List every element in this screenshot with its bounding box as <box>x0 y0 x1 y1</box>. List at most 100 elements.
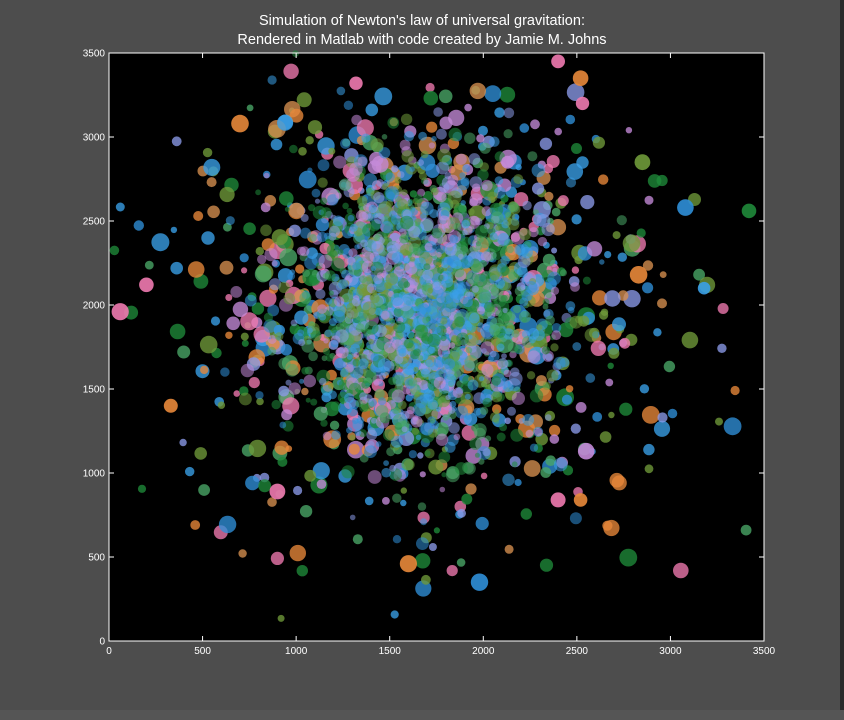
data-point <box>144 260 154 270</box>
data-point <box>328 318 337 327</box>
data-point <box>274 440 289 455</box>
data-point <box>322 431 332 441</box>
data-point <box>199 335 218 354</box>
data-point <box>400 113 413 126</box>
data-point <box>415 396 428 409</box>
data-point <box>536 324 543 331</box>
data-point <box>401 426 408 433</box>
data-point <box>582 276 591 285</box>
data-point <box>523 460 541 477</box>
data-point <box>171 136 182 147</box>
data-point <box>225 294 233 301</box>
data-point <box>448 109 465 126</box>
data-point <box>239 392 252 406</box>
data-point <box>336 86 346 96</box>
data-point <box>487 355 494 362</box>
data-point <box>497 358 509 370</box>
data-point <box>338 279 349 290</box>
data-point <box>370 353 379 362</box>
data-point <box>406 406 415 415</box>
data-point <box>251 302 265 315</box>
data-point <box>383 460 389 466</box>
data-point <box>453 327 462 336</box>
data-point <box>475 243 483 251</box>
data-point <box>308 204 316 212</box>
chart-title-line-1: Simulation of Newton's law of universal … <box>259 13 585 29</box>
data-point <box>362 301 377 316</box>
data-point <box>392 493 402 503</box>
data-point <box>565 114 576 125</box>
data-point <box>319 377 327 386</box>
data-point <box>438 89 453 104</box>
data-point <box>343 100 354 111</box>
data-point <box>389 464 396 472</box>
data-point <box>460 200 466 206</box>
data-point <box>377 397 387 406</box>
data-point <box>307 167 313 173</box>
data-point <box>288 224 301 237</box>
data-point <box>218 515 237 534</box>
data-point <box>374 388 385 399</box>
data-point <box>503 369 512 378</box>
y-tick-label: 500 <box>88 553 105 564</box>
data-point <box>415 553 431 569</box>
data-point <box>545 292 552 299</box>
data-point <box>442 413 450 421</box>
data-point <box>467 379 479 391</box>
data-point <box>311 188 321 198</box>
window-bottom-edge <box>0 710 844 720</box>
data-point <box>348 382 362 396</box>
data-point <box>514 478 522 487</box>
data-point <box>392 374 405 387</box>
data-point <box>730 385 740 396</box>
data-point <box>417 502 427 511</box>
data-point <box>469 437 482 450</box>
data-point <box>409 256 416 262</box>
data-point <box>497 233 510 246</box>
data-point <box>528 336 537 344</box>
data-point <box>376 179 384 187</box>
data-point <box>243 222 256 235</box>
data-point <box>373 379 380 386</box>
data-point <box>740 524 752 536</box>
x-tick-label: 3500 <box>753 646 776 657</box>
data-point <box>353 268 362 277</box>
data-point <box>305 136 314 145</box>
data-point <box>241 267 248 274</box>
data-point <box>225 216 235 226</box>
data-point <box>444 300 457 313</box>
data-point <box>151 233 170 252</box>
data-point <box>373 234 381 242</box>
data-point <box>356 119 374 137</box>
data-point <box>320 197 328 205</box>
data-point <box>599 259 605 265</box>
data-point <box>489 270 500 281</box>
data-point <box>255 391 264 400</box>
data-point <box>232 301 249 317</box>
data-point <box>504 417 512 425</box>
data-point <box>461 219 470 229</box>
data-point <box>312 462 330 480</box>
data-point <box>502 381 514 392</box>
data-point <box>294 310 309 325</box>
data-point <box>375 441 382 447</box>
data-point <box>400 410 410 420</box>
data-point <box>292 50 299 57</box>
data-point <box>348 248 358 258</box>
data-point <box>255 189 261 196</box>
data-point <box>452 259 462 270</box>
data-point <box>551 247 558 254</box>
data-point <box>378 372 387 380</box>
data-point <box>427 399 439 410</box>
data-point <box>570 282 580 292</box>
data-point <box>420 368 430 378</box>
data-point <box>426 121 438 133</box>
data-point <box>659 271 667 278</box>
data-point <box>290 319 298 327</box>
data-point <box>267 335 277 344</box>
x-tick-label: 0 <box>106 646 112 657</box>
data-point <box>466 272 480 286</box>
data-point <box>667 408 678 419</box>
data-point <box>403 459 415 471</box>
data-point <box>483 301 495 313</box>
